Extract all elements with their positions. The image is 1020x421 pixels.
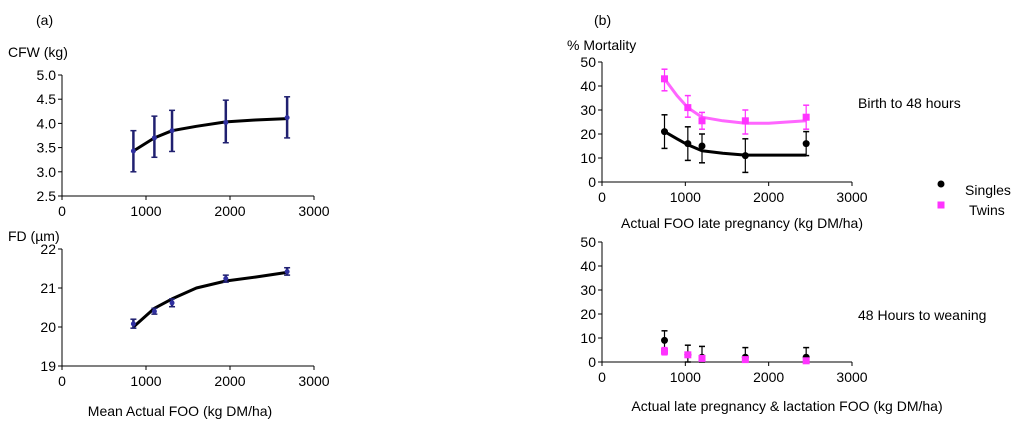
panel-a-label: (a)	[36, 12, 53, 28]
data-point	[223, 119, 229, 125]
y-tick-label: 5.0	[37, 67, 57, 83]
series-fit-line	[132, 117, 288, 153]
data-point	[130, 321, 136, 327]
x-tick-label: 0	[598, 369, 606, 385]
singles-point	[698, 142, 706, 150]
panel-b-label: (b)	[594, 12, 611, 28]
singles-point	[661, 128, 668, 136]
x-tick-label: 1000	[130, 373, 161, 389]
y-tick-label: 21	[40, 280, 56, 296]
x-axis-label: Actual FOO late pregnancy (kg DM/ha)	[621, 215, 863, 231]
y-tick-label: 20	[580, 306, 596, 322]
legend-twins-label: Twins	[969, 202, 1005, 218]
chart-title: 48 Hours to weaning	[858, 307, 986, 323]
y-tick-label: 19	[40, 358, 56, 374]
y-tick-label: 4.5	[37, 91, 57, 107]
x-tick-label: 1000	[670, 369, 701, 385]
series-fit-line	[132, 270, 288, 329]
y-tick-label: 4.0	[37, 115, 57, 131]
twins-point	[802, 357, 810, 365]
data-point	[130, 148, 136, 154]
chart-a-bottom-fd: 19 20 21 22 0 1000 2000 3000 FD (µm) Mean Actual …	[8, 228, 330, 419]
legend-singles-marker	[937, 180, 945, 188]
x-tick-label: 3000	[836, 189, 867, 205]
data-point	[169, 300, 175, 306]
twins-point	[661, 75, 668, 83]
singles-fit-line	[663, 130, 807, 157]
x-tick-label: 1000	[670, 189, 701, 205]
y-tick-label: 20	[40, 319, 56, 335]
y-tick-label: 30	[580, 102, 596, 118]
x-tick-label: 3000	[298, 203, 329, 219]
x-tick-label: 2000	[214, 373, 245, 389]
x-tick-label: 0	[598, 189, 606, 205]
y-tick-label: 10	[580, 330, 596, 346]
twins-point	[684, 104, 692, 112]
data-point	[284, 269, 290, 275]
twins-point	[698, 117, 706, 125]
twins-point	[741, 117, 749, 125]
y-tick-label: 30	[580, 282, 596, 298]
x-axis-label: Mean Actual FOO (kg DM/ha)	[88, 403, 272, 419]
data-point	[169, 128, 175, 134]
y-tick-label: 3.0	[37, 164, 57, 180]
legend: Singles Twins	[937, 180, 1011, 218]
y-tick-label: 10	[580, 150, 596, 166]
twins-point	[802, 113, 810, 121]
y-axis-label: % Mortality	[567, 37, 636, 53]
x-tick-label: 0	[58, 373, 66, 389]
twins-point	[684, 351, 692, 359]
y-tick-label: 2.5	[37, 188, 57, 204]
singles-point	[802, 140, 810, 148]
twins-point	[698, 354, 706, 362]
x-axis-label: Actual late pregnancy & lactation FOO (k…	[631, 398, 942, 414]
y-tick-label: 50	[580, 234, 596, 250]
chart-b-top-birth-48h: 0 10 20 30 40 50 0 1000 2000 3000 % Mortality Actua…	[567, 37, 961, 231]
x-tick-label: 1000	[130, 203, 161, 219]
twins-fit-line	[663, 77, 807, 125]
x-tick-label: 0	[58, 203, 66, 219]
x-tick-label: 3000	[836, 369, 867, 385]
y-tick-label: 3.5	[37, 140, 57, 156]
y-tick-label: 50	[580, 54, 596, 70]
chart-a-top-cfw: 2.5 3.0 3.5 4.0 4.5 5.0 0 1000 2000 3000 CFW (kg)	[8, 44, 330, 219]
x-tick-label: 2000	[753, 189, 784, 205]
y-tick-label: 0	[588, 354, 596, 370]
singles-point	[741, 152, 749, 160]
data-point	[223, 276, 229, 282]
x-tick-label: 2000	[214, 203, 245, 219]
twins-point	[741, 356, 749, 364]
x-tick-label: 2000	[753, 369, 784, 385]
singles-point	[684, 140, 692, 148]
data-point	[284, 115, 290, 121]
y-axis-label: FD (µm)	[8, 228, 60, 244]
singles-point	[661, 336, 668, 344]
y-tick-label: 22	[40, 241, 56, 257]
data-point	[151, 308, 157, 314]
y-axis-label: CFW (kg)	[8, 44, 68, 60]
y-tick-label: 0	[588, 174, 596, 190]
legend-twins-marker	[937, 201, 945, 209]
y-tick-label: 40	[580, 78, 596, 94]
chart-b-bottom-48h-weaning: 0 10 20 30 40 50 0 1000 2000 3000 Actual late preg…	[580, 234, 986, 414]
data-point	[151, 135, 157, 141]
chart-title: Birth to 48 hours	[858, 95, 961, 111]
x-tick-label: 3000	[298, 373, 329, 389]
y-tick-label: 20	[580, 126, 596, 142]
twins-point	[661, 347, 668, 355]
legend-singles-label: Singles	[965, 182, 1011, 198]
y-tick-label: 40	[580, 258, 596, 274]
